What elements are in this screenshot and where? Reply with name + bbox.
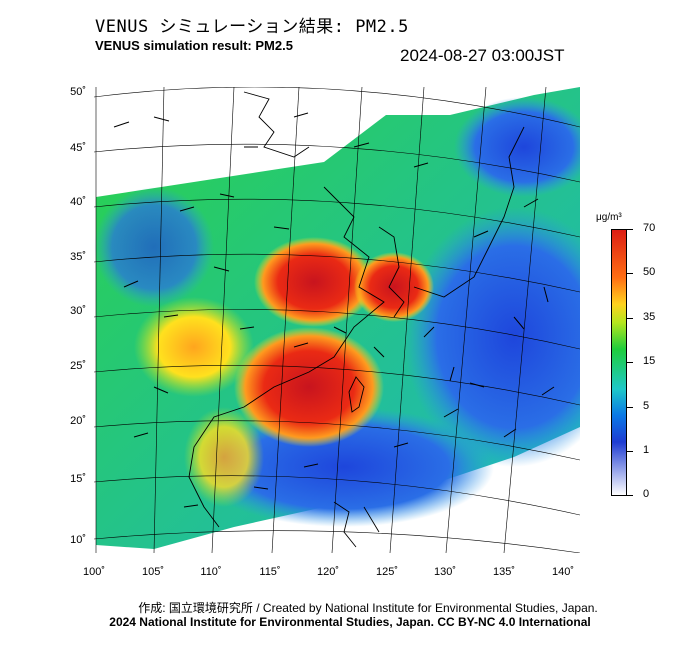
pm25-map	[94, 87, 580, 553]
colorbar-tick-mark	[627, 451, 633, 452]
lat-label: 30˚	[70, 305, 86, 317]
pm25-low-area-pacific	[404, 207, 580, 467]
colorbar-tick-label: 70	[643, 222, 656, 234]
title-japanese: VENUS シミュレーション結果: PM2.5	[95, 17, 409, 37]
lon-label: 125˚	[375, 566, 399, 578]
colorbar-tick-mark	[627, 318, 633, 319]
colorbar	[611, 229, 627, 496]
colorbar-tick-label: 35	[643, 311, 656, 323]
pm25-low-area-north	[454, 97, 580, 197]
colorbar-tick-mark	[627, 273, 633, 274]
colorbar-tick-label: 0	[643, 488, 650, 500]
colorbar-tick-label: 15	[643, 355, 656, 367]
colorbar-tick-label: 50	[643, 266, 656, 278]
title-english: VENUS simulation result: PM2.5	[95, 38, 293, 53]
lon-label: 120˚	[316, 566, 340, 578]
colorbar-tick-mark	[627, 495, 633, 496]
lat-label: 10˚	[70, 534, 86, 546]
lat-label: 35˚	[70, 251, 86, 263]
lat-label: 25˚	[70, 360, 86, 372]
pm25-high-area-south-china	[234, 327, 384, 447]
lon-label: 110˚	[200, 566, 222, 578]
credit-line: 作成: 国立環境研究所 / Created by National Instit…	[138, 601, 598, 615]
lon-label: 105˚	[141, 566, 165, 578]
colorbar-tick-mark	[627, 362, 633, 363]
coastlines	[188, 91, 525, 548]
pm25-high-area-central-china	[254, 237, 374, 327]
pm25-medium-area-indochina	[134, 297, 254, 397]
lat-label: 15˚	[70, 473, 86, 485]
lat-label: 50˚	[70, 86, 86, 98]
copyright-line: 2024 National Institute for Environmenta…	[109, 615, 591, 629]
lat-label: 45˚	[70, 142, 86, 154]
colorbar-unit: μg/m³	[596, 212, 622, 223]
lat-label: 20˚	[70, 415, 86, 427]
map-canvas	[94, 87, 580, 553]
wind-vectors	[113, 112, 555, 508]
pm25-low-area-west	[94, 187, 214, 307]
pm25-high-area-east-china-sea	[354, 252, 434, 322]
lon-label: 115˚	[259, 566, 281, 578]
lon-label: 130˚	[433, 566, 457, 578]
forecast-datetime: 2024-08-27 03:00JST	[400, 46, 565, 65]
colorbar-tick-label: 5	[643, 400, 650, 412]
lon-label: 135˚	[492, 566, 516, 578]
lon-label: 100˚	[82, 566, 106, 578]
lat-label: 40˚	[70, 196, 86, 208]
colorbar-tick-label: 1	[643, 444, 650, 456]
lon-label: 140˚	[551, 566, 575, 578]
graticule	[94, 87, 580, 553]
colorbar-tick-mark	[627, 229, 633, 230]
colorbar-tick-mark	[627, 407, 633, 408]
